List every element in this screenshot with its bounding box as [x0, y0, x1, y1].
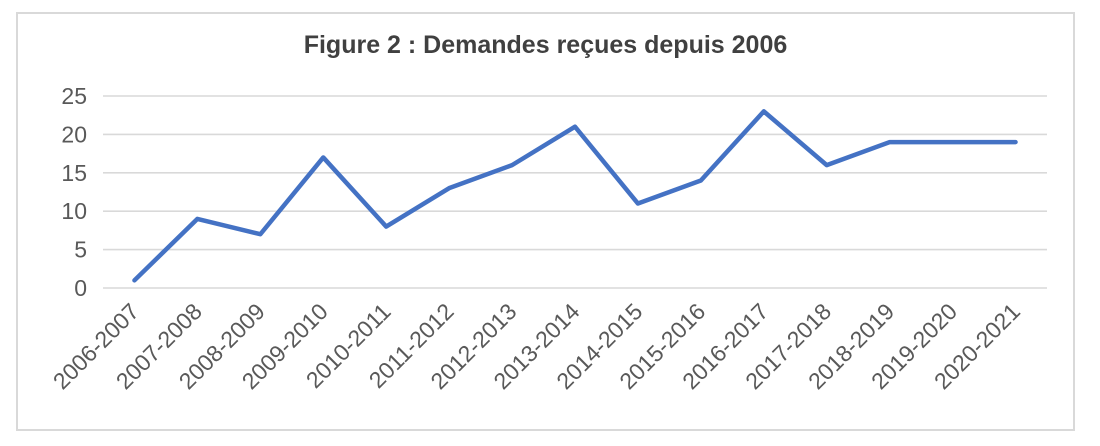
- y-tick-label: 5: [74, 237, 87, 263]
- data-line-series: [132, 109, 1018, 283]
- y-tick-label: 20: [61, 121, 87, 147]
- y-tick-label: 25: [61, 83, 87, 109]
- y-tick-label: 15: [61, 160, 87, 186]
- chart-title: Figure 2 : Demandes reçues depuis 2006: [303, 31, 788, 59]
- y-tick-label: 0: [74, 275, 87, 301]
- y-tick-label: 10: [61, 198, 87, 224]
